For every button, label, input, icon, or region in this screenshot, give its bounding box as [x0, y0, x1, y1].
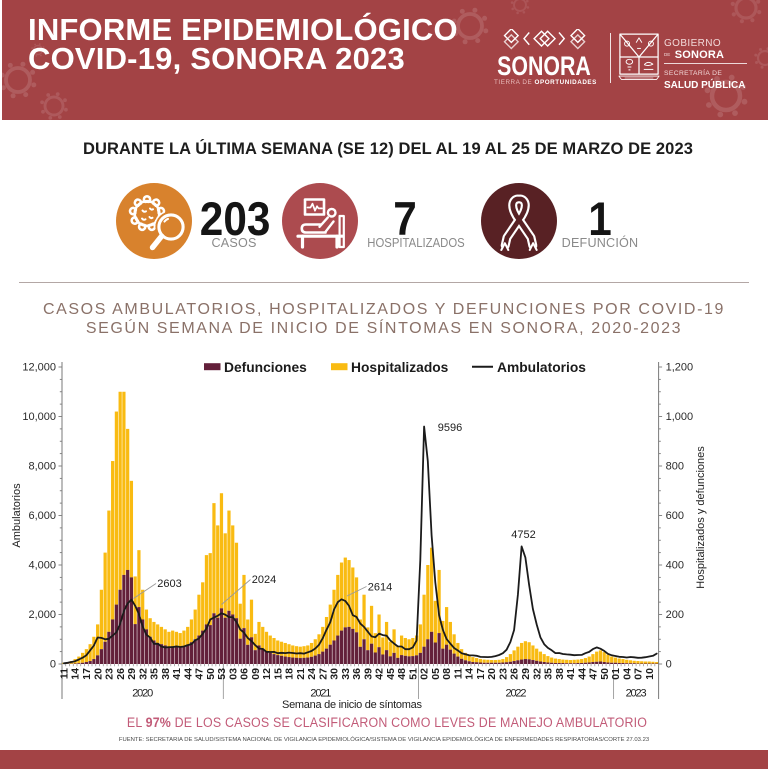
svg-text:12,000: 12,000: [22, 362, 56, 374]
svg-text:39: 39: [362, 668, 374, 680]
svg-text:36: 36: [351, 668, 363, 680]
svg-text:41: 41: [171, 668, 183, 680]
svg-text:32: 32: [137, 668, 149, 680]
svg-text:4752: 4752: [511, 529, 535, 541]
svg-text:38: 38: [554, 668, 566, 680]
svg-text:Ambulatorios: Ambulatorios: [11, 483, 23, 548]
svg-text:200: 200: [666, 609, 684, 621]
svg-text:4,000: 4,000: [28, 560, 56, 572]
svg-text:24: 24: [306, 668, 318, 680]
svg-text:2022: 2022: [506, 688, 527, 700]
svg-text:27: 27: [317, 668, 329, 680]
svg-text:10: 10: [644, 668, 656, 680]
svg-text:Hospitalizados y defunciones: Hospitalizados y defunciones: [695, 446, 707, 589]
svg-text:1,000: 1,000: [666, 411, 694, 423]
svg-text:2614: 2614: [368, 582, 392, 594]
svg-text:26: 26: [509, 668, 521, 680]
svg-text:800: 800: [666, 461, 684, 473]
svg-text:400: 400: [666, 560, 684, 572]
svg-text:15: 15: [272, 668, 284, 680]
svg-text:0: 0: [50, 659, 56, 671]
svg-text:1,200: 1,200: [666, 362, 694, 374]
svg-text:23: 23: [497, 668, 509, 680]
svg-text:18: 18: [284, 668, 296, 680]
svg-text:38: 38: [160, 668, 172, 680]
svg-text:0: 0: [666, 659, 672, 671]
svg-text:02: 02: [419, 668, 431, 680]
svg-text:29: 29: [520, 668, 532, 680]
svg-text:48: 48: [396, 668, 408, 680]
svg-text:53: 53: [216, 668, 228, 680]
svg-text:44: 44: [182, 668, 194, 680]
svg-text:29: 29: [126, 668, 138, 680]
svg-text:20: 20: [486, 668, 498, 680]
svg-text:2020: 2020: [132, 688, 153, 700]
svg-text:Hospitalizados: Hospitalizados: [351, 360, 449, 375]
svg-text:08: 08: [441, 668, 453, 680]
svg-text:35: 35: [543, 668, 555, 680]
svg-text:14: 14: [464, 668, 476, 680]
svg-text:05: 05: [430, 668, 442, 680]
svg-text:26: 26: [115, 668, 127, 680]
svg-text:2021: 2021: [310, 688, 331, 700]
svg-text:30: 30: [329, 668, 341, 680]
svg-text:17: 17: [81, 668, 93, 680]
svg-text:14: 14: [70, 668, 82, 680]
svg-text:41: 41: [565, 668, 577, 680]
svg-text:01: 01: [610, 668, 622, 680]
svg-text:6,000: 6,000: [28, 510, 56, 522]
svg-text:9596: 9596: [438, 422, 462, 434]
svg-text:2603: 2603: [157, 578, 181, 590]
svg-text:45: 45: [385, 668, 397, 680]
svg-text:50: 50: [599, 668, 611, 680]
svg-text:Semana de inicio de síntomas: Semana de inicio de síntomas: [282, 699, 423, 711]
svg-text:17: 17: [475, 668, 487, 680]
svg-text:20: 20: [92, 668, 104, 680]
svg-text:11: 11: [58, 668, 70, 679]
svg-text:33: 33: [340, 668, 352, 680]
svg-text:44: 44: [576, 668, 588, 680]
svg-text:Ambulatorios: Ambulatorios: [497, 360, 586, 375]
svg-text:32: 32: [531, 668, 543, 680]
svg-text:07: 07: [633, 668, 645, 680]
svg-text:03: 03: [227, 668, 239, 680]
svg-text:2,000: 2,000: [28, 609, 56, 621]
svg-text:09: 09: [250, 668, 262, 680]
svg-text:11: 11: [452, 668, 464, 679]
svg-text:51: 51: [407, 668, 419, 680]
svg-text:35: 35: [149, 668, 161, 680]
svg-text:8,000: 8,000: [28, 461, 56, 473]
svg-text:2023: 2023: [626, 688, 647, 700]
svg-text:47: 47: [588, 668, 600, 680]
svg-text:Defunciones: Defunciones: [224, 360, 307, 375]
svg-text:10,000: 10,000: [22, 411, 56, 423]
svg-text:600: 600: [666, 510, 684, 522]
svg-text:47: 47: [194, 668, 206, 680]
svg-text:42: 42: [374, 668, 386, 680]
svg-text:04: 04: [621, 668, 633, 680]
svg-text:23: 23: [104, 668, 116, 680]
svg-text:06: 06: [239, 668, 251, 680]
svg-text:2024: 2024: [252, 574, 276, 586]
svg-text:21: 21: [295, 668, 307, 680]
svg-text:12: 12: [261, 668, 273, 680]
svg-text:50: 50: [205, 668, 217, 680]
